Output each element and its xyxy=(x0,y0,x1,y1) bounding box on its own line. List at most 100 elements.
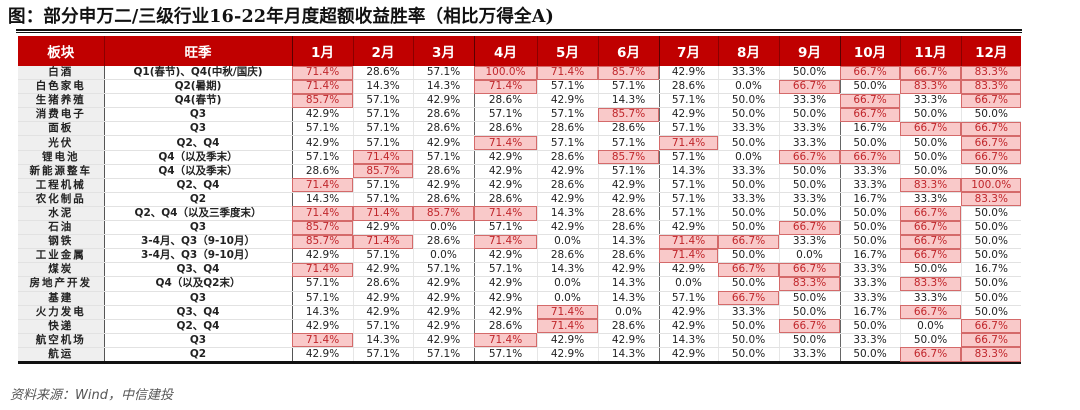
win-rate-cell-highlighted: 71.4% xyxy=(352,150,413,165)
win-rate-cell-highlighted: 71.4% xyxy=(291,333,353,348)
win-rate-cell: 33.3% xyxy=(839,178,900,193)
win-rate-cell: 42.9% xyxy=(291,347,353,364)
win-rate-cell-highlighted: 66.7% xyxy=(960,121,1021,137)
win-rate-cell-highlighted: 66.7% xyxy=(899,347,961,364)
win-rate-cell: 42.9% xyxy=(597,192,659,207)
win-rate-cell: 14.3% xyxy=(597,234,659,250)
win-rate-cell: 33.3% xyxy=(899,192,961,207)
win-rate-cell: 28.6% xyxy=(597,248,659,264)
win-rate-cell: 0.0% xyxy=(412,248,474,264)
win-rate-cell: 50.0% xyxy=(839,220,900,236)
win-rate-cell-highlighted: 66.7% xyxy=(899,234,961,250)
win-rate-cell: 42.9% xyxy=(473,291,537,306)
win-rate-cell: 57.1% xyxy=(658,93,718,109)
win-rate-cell: 28.6% xyxy=(412,192,474,207)
table-row: 白酒 Q1(春节)、Q4(中秋/国庆) 71.4% 28.6% 57.1% 100.0% 7… xyxy=(18,66,1021,81)
source-note: 资料来源：Wind，中信建投 xyxy=(10,388,173,403)
season-cell: Q3 xyxy=(103,333,293,348)
sector-cell: 生猪养殖 xyxy=(18,93,105,109)
win-rate-cell: 28.6% xyxy=(412,234,474,250)
win-rate-cell-highlighted: 71.4% xyxy=(352,206,413,222)
win-rate-cell: 33.3% xyxy=(778,234,840,250)
win-rate-cell-highlighted: 66.7% xyxy=(899,121,961,137)
sector-cell: 白酒 xyxy=(18,66,105,81)
sector-cell: 航运 xyxy=(18,347,105,364)
win-rate-cell: 50.0% xyxy=(717,347,779,364)
season-cell: Q4（以及季末） xyxy=(103,164,293,179)
win-rate-cell: 14.3% xyxy=(291,192,353,207)
win-rate-cell: 42.9% xyxy=(658,262,718,278)
win-rate-cell: 57.1% xyxy=(352,347,413,364)
win-rate-cell: 33.3% xyxy=(778,192,840,207)
win-rate-cell: 57.1% xyxy=(352,93,413,109)
win-rate-cell: 57.1% xyxy=(352,319,413,334)
table-row: 工业金属 3-4月、Q3（9-10月） 42.9% 57.1% 0.0% 42.9% 28.… xyxy=(18,248,1021,264)
win-rate-cell: 42.9% xyxy=(473,164,537,179)
win-rate-cell: 14.3% xyxy=(658,333,718,348)
win-rate-cell: 14.3% xyxy=(536,206,598,222)
win-rate-cell: 50.0% xyxy=(717,107,779,123)
header-month: 4月 xyxy=(473,36,537,66)
sector-cell: 快递 xyxy=(18,319,105,334)
win-rate-cell-highlighted: 71.4% xyxy=(473,234,537,250)
win-rate-cell: 42.9% xyxy=(291,107,353,123)
table-row: 火力发电 Q3、Q4 14.3% 42.9% 42.9% 42.9% 71.4% 0.0% 42… xyxy=(18,305,1021,320)
win-rate-cell: 57.1% xyxy=(412,150,474,165)
win-rate-cell-highlighted: 71.4% xyxy=(658,135,718,151)
season-cell: Q4(春节) xyxy=(103,93,293,109)
header-sector: 板块 xyxy=(18,36,104,66)
win-rate-cell-highlighted: 71.4% xyxy=(291,262,353,278)
header-month: 12月 xyxy=(960,36,1021,66)
win-rate-cell: 42.9% xyxy=(536,192,598,207)
win-rate-cell: 57.1% xyxy=(536,79,598,95)
win-rate-cell-highlighted: 83.3% xyxy=(960,79,1021,95)
sector-cell: 新能源整车 xyxy=(18,164,105,179)
win-rate-cell: 33.3% xyxy=(899,291,961,306)
win-rate-cell: 16.7% xyxy=(839,248,900,264)
win-rate-cell-highlighted: 66.7% xyxy=(717,234,779,250)
win-rate-cell: 57.1% xyxy=(352,178,413,193)
header-month: 1月 xyxy=(291,36,353,66)
win-rate-cell: 42.9% xyxy=(352,291,413,306)
season-cell: Q3 xyxy=(103,107,293,123)
win-rate-cell-highlighted: 66.7% xyxy=(960,150,1021,165)
win-rate-cell: 28.6% xyxy=(597,220,659,236)
win-rate-cell: 42.9% xyxy=(412,319,474,334)
win-rate-cell: 33.3% xyxy=(778,93,840,109)
win-rate-cell: 57.1% xyxy=(536,107,598,123)
title-rule xyxy=(16,29,1022,33)
win-rate-cell: 33.3% xyxy=(717,66,779,81)
sector-cell: 煤炭 xyxy=(18,262,105,278)
win-rate-cell: 57.1% xyxy=(352,192,413,207)
win-rate-cell: 50.0% xyxy=(717,276,779,292)
win-rate-cell: 28.6% xyxy=(536,178,598,193)
sector-cell: 火力发电 xyxy=(18,305,105,320)
season-cell: Q4（以及季末） xyxy=(103,150,293,165)
win-rate-cell: 50.0% xyxy=(839,319,900,334)
sector-cell: 石油 xyxy=(18,220,105,236)
win-rate-cell: 42.9% xyxy=(352,220,413,236)
win-rate-cell-highlighted: 66.7% xyxy=(778,79,840,95)
win-rate-cell-highlighted: 66.7% xyxy=(717,262,779,278)
table-row: 消费电子 Q3 42.9% 57.1% 28.6% 57.1% 57.1% 85.7% 42.9… xyxy=(18,107,1021,123)
win-rate-cell-highlighted: 85.7% xyxy=(597,107,659,123)
win-rate-cell: 42.9% xyxy=(473,276,537,292)
win-rate-cell: 33.3% xyxy=(839,291,900,306)
win-rate-cell: 33.3% xyxy=(839,276,900,292)
win-rate-cell: 42.9% xyxy=(597,333,659,348)
sector-cell: 钢铁 xyxy=(18,234,105,250)
win-rate-cell: 57.1% xyxy=(658,291,718,306)
sector-cell: 农化制品 xyxy=(18,192,105,207)
win-rate-cell-highlighted: 71.4% xyxy=(536,66,598,81)
win-rate-cell: 28.6% xyxy=(473,93,537,109)
win-rate-cell: 14.3% xyxy=(597,347,659,364)
win-rate-cell: 14.3% xyxy=(597,276,659,292)
win-rate-cell-highlighted: 66.7% xyxy=(960,319,1021,334)
win-rate-cell: 28.6% xyxy=(412,107,474,123)
win-rate-cell: 0.0% xyxy=(717,79,779,95)
win-rate-cell: 16.7% xyxy=(960,262,1021,278)
win-rate-cell: 57.1% xyxy=(291,291,353,306)
win-rate-cell: 50.0% xyxy=(960,305,1021,320)
win-rate-cell: 42.9% xyxy=(291,319,353,334)
win-rate-cell: 50.0% xyxy=(717,220,779,236)
